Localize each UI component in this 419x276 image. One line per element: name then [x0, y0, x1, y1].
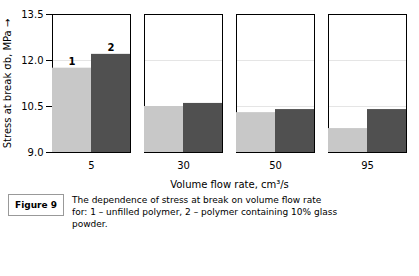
html-text:for: 1 – unfilled polymer, 2 –: for: 1 – unfilled polymer, 2 – polymer c… — [72, 207, 338, 217]
html-text:powder.: powder. — [72, 219, 108, 229]
html-text:The dependence of stress at br: The dependence of stress at break on vol… — [72, 195, 322, 205]
svg-text:50: 50 — [269, 160, 282, 171]
svg-text:12.0: 12.0 — [21, 55, 43, 66]
html-text:Figure 9: Figure 9 — [15, 200, 57, 210]
svg-text:5: 5 — [88, 160, 94, 171]
svg-text:13.5: 13.5 — [21, 9, 43, 20]
svg-text:9.0: 9.0 — [28, 147, 44, 158]
svg-text:95: 95 — [361, 160, 374, 171]
svg-text:2: 2 — [108, 42, 115, 53]
svg-text:10.5: 10.5 — [21, 101, 43, 112]
svg-text:30: 30 — [177, 160, 190, 171]
svg-text:Volume flow rate, cm³/s: Volume flow rate, cm³/s — [170, 179, 289, 190]
svg-text:1: 1 — [69, 56, 76, 67]
svg-text:Stress at break σb, MPa →: Stress at break σb, MPa → — [2, 19, 13, 149]
